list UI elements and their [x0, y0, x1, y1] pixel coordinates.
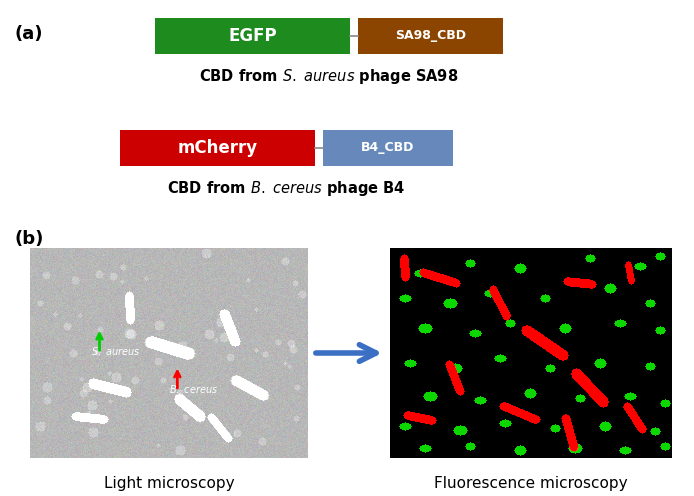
Text: (b): (b) [15, 230, 44, 248]
Text: Light microscopy: Light microscopy [103, 476, 235, 491]
Text: $\it{S.\ aureus}$: $\it{S.\ aureus}$ [91, 345, 141, 357]
Text: SA98_CBD: SA98_CBD [395, 29, 466, 43]
FancyBboxPatch shape [120, 130, 315, 166]
Text: B4_CBD: B4_CBD [362, 141, 415, 154]
Text: mCherry: mCherry [178, 139, 257, 157]
Text: EGFP: EGFP [228, 27, 277, 45]
Text: (a): (a) [15, 25, 44, 43]
FancyBboxPatch shape [155, 18, 350, 54]
FancyBboxPatch shape [358, 18, 503, 54]
FancyBboxPatch shape [323, 130, 453, 166]
Text: CBD from $\it{S.\ aureus}$ phage SA98: CBD from $\it{S.\ aureus}$ phage SA98 [199, 66, 459, 85]
Text: $\it{B.\ cereus}$: $\it{B.\ cereus}$ [169, 383, 219, 395]
Text: CBD from $\it{B.\ cereus}$ phage B4: CBD from $\it{B.\ cereus}$ phage B4 [167, 179, 405, 197]
Text: Fluorescence microscopy: Fluorescence microscopy [434, 476, 628, 491]
